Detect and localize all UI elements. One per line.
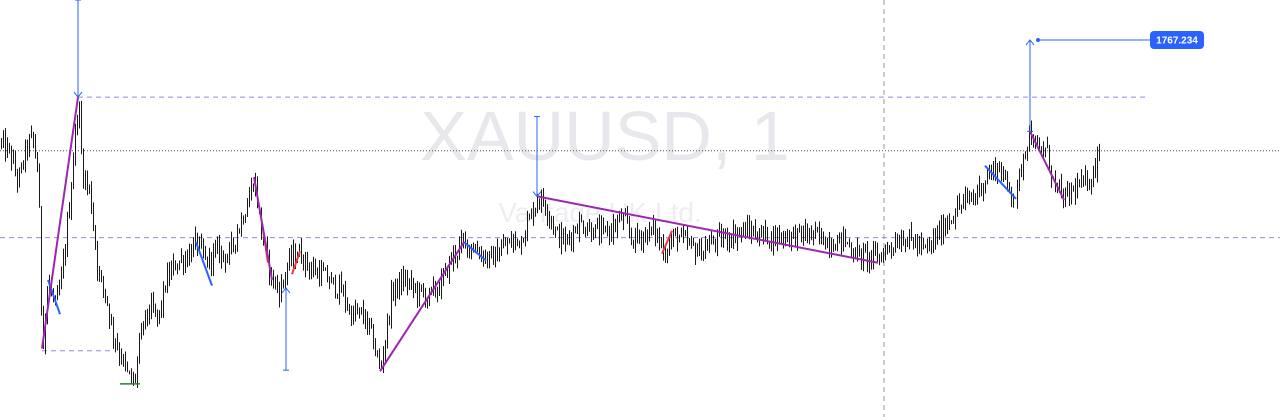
measure-arrowhead (532, 191, 542, 198)
bull-leg (984, 164, 1017, 200)
zigzag-line (1029, 130, 1065, 201)
zigzag-line (253, 176, 273, 281)
price-label-group[interactable]: 1767.234 (1150, 30, 1204, 49)
measure-arrowhead (73, 91, 83, 98)
bear-leg (291, 251, 301, 275)
price-label-box[interactable] (1150, 30, 1204, 49)
symbol-watermark: XAUUSD, 1 (420, 97, 790, 175)
measure-arrows (73, 0, 1150, 371)
zigzag-lines (41, 96, 1065, 372)
measure-arrowhead (1025, 39, 1035, 46)
target-dot (1036, 37, 1040, 42)
zigzag-line (41, 96, 79, 349)
zigzag-line (537, 195, 879, 264)
bull-leg (195, 241, 213, 286)
measure-arrowhead (281, 287, 291, 294)
bull-leg (463, 241, 487, 262)
bear-leg (661, 230, 673, 255)
price-label-text: 1767.234 (1156, 35, 1198, 46)
zigzag-line (379, 241, 465, 372)
